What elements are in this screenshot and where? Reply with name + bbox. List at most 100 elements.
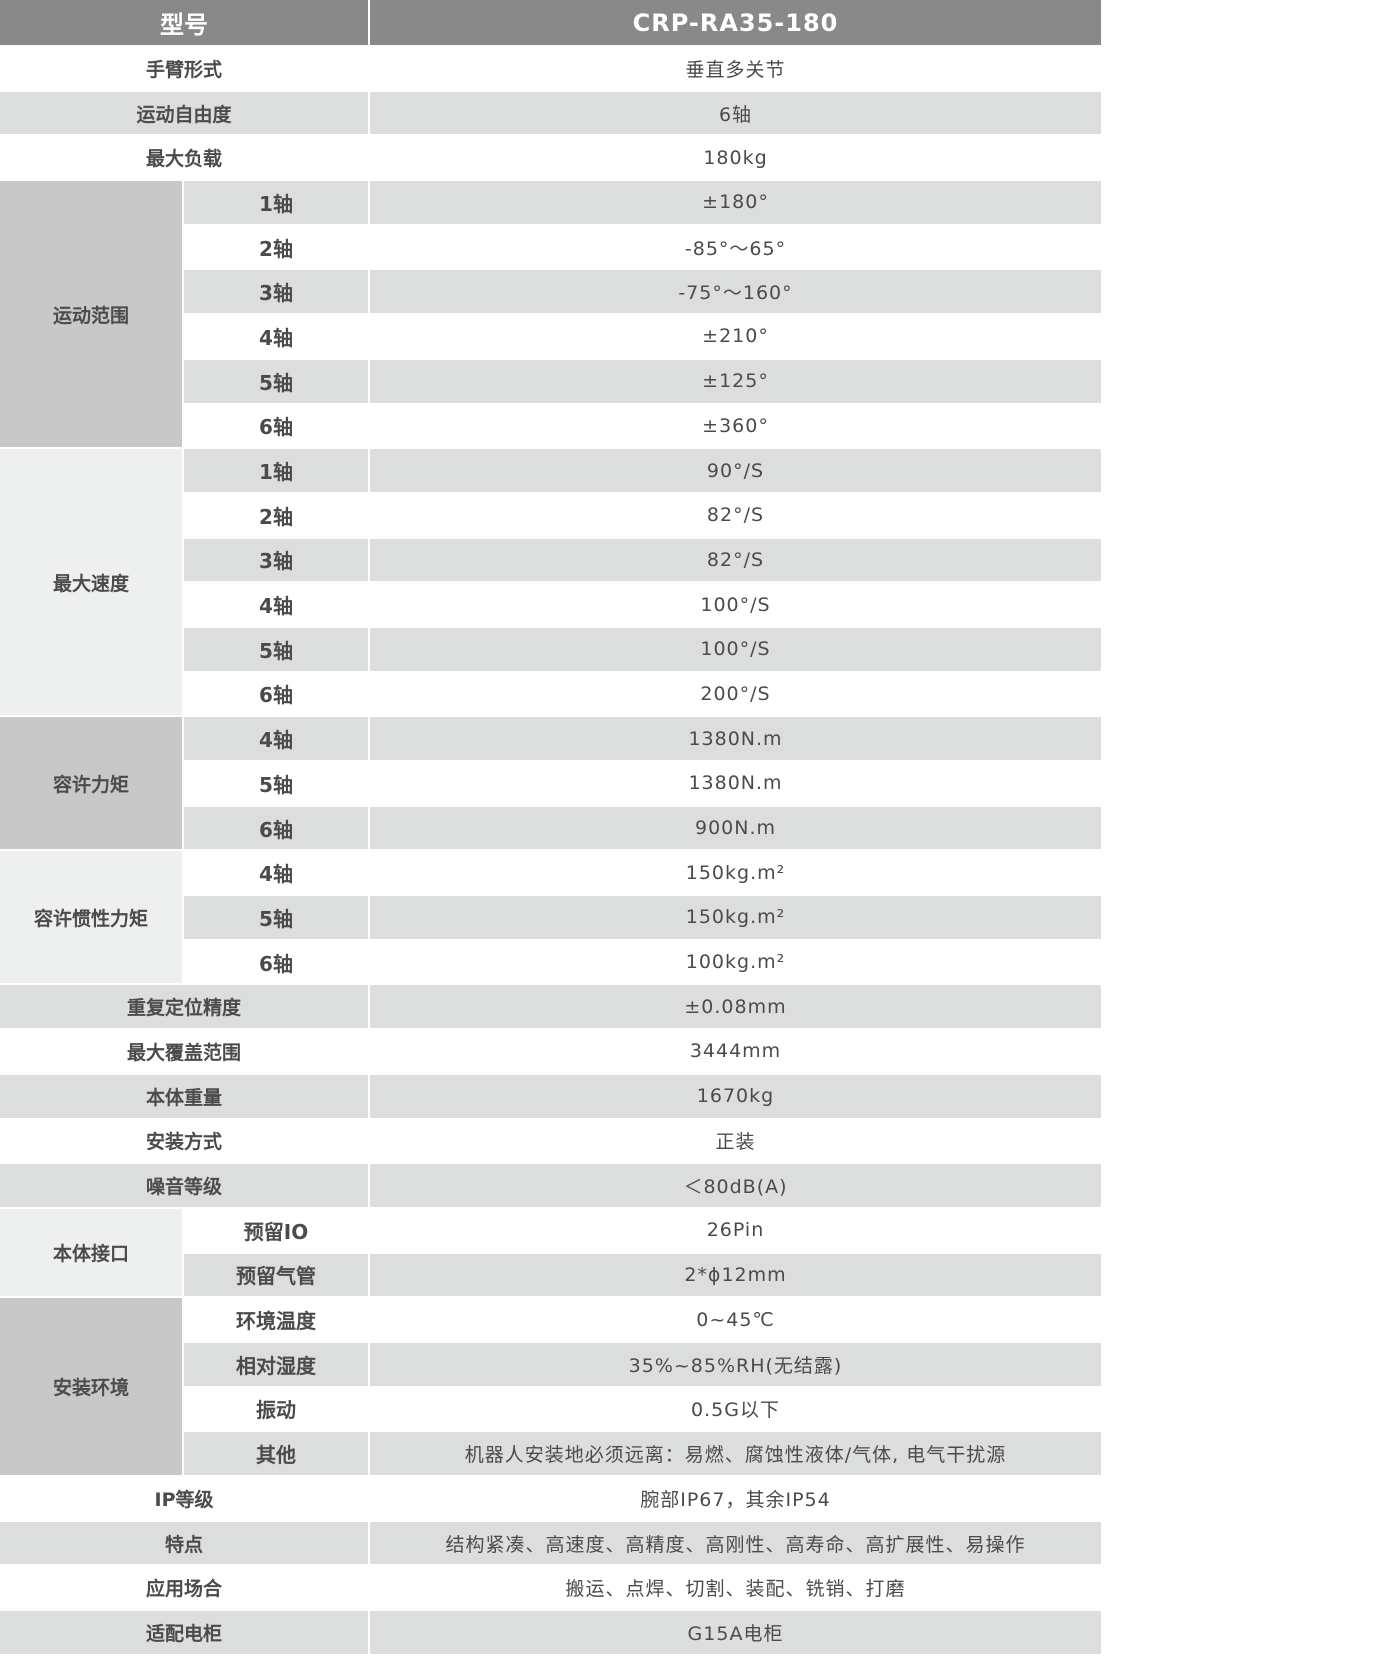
group-label: 容许力矩 [0,716,184,851]
sub-label: 2轴 [183,224,369,270]
row-value: 1670kg [368,1073,1101,1119]
table-row: 相对湿度 35%~85%RH(无结露) [0,1341,1101,1387]
row-value: 3444mm [368,1029,1101,1074]
table-row: 2轴 -85°～65° [0,224,1101,270]
row-value: 90°/S [368,448,1101,493]
row-value: 35%~85%RH(无结露) [368,1341,1101,1387]
sub-label: 4轴 [183,850,369,896]
row-value: 搬运、点焊、切割、装配、铣销、打磨 [368,1565,1101,1611]
table-row: 重复定位精度 ±0.08mm [0,984,1101,1030]
sub-label: 预留气管 [183,1252,369,1298]
sub-label: 其他 [183,1431,369,1476]
row-label: 最大覆盖范围 [0,1029,369,1074]
table-row: 振动 0.5G以下 [0,1386,1101,1432]
table-row: 噪音等级 ＜80dB(A) [0,1163,1101,1208]
group-label: 容许惯性力矩 [0,850,184,985]
row-value: ±125° [368,358,1101,404]
table-row: 容许惯性力矩 4轴 150kg.m² [0,850,1101,985]
sub-label: 5轴 [183,895,369,940]
row-value: 150kg.m² [368,895,1101,940]
row-value: 2*ϕ12mm [368,1252,1101,1298]
table-row: 手臂形式 垂直多关节 [0,46,1101,91]
row-label: 手臂形式 [0,46,369,91]
sub-label: 4轴 [183,582,369,627]
sub-label: 6轴 [183,805,369,851]
row-value: 100°/S [368,626,1101,672]
row-label: 应用场合 [0,1565,369,1611]
header-model: CRP-RA35-180 [368,0,1101,46]
table-row: 容许力矩 4轴 1380N.m [0,716,1101,851]
row-value: 200°/S [368,671,1101,717]
row-value: ±180° [368,180,1101,225]
row-label: 最大负载 [0,135,369,181]
row-value: 100kg.m² [368,939,1101,985]
row-label: 特点 [0,1520,369,1566]
header-row: 型号 CRP-RA35-180 [0,0,1101,46]
sub-label: 2轴 [183,492,369,538]
row-value: 82°/S [368,492,1101,538]
table-row: 6轴 ±360° [0,403,1101,449]
table-row: 运动自由度 6轴 [0,90,1101,136]
row-value: 0~45℃ [368,1297,1101,1342]
table-row: 4轴 100°/S [0,582,1101,627]
sub-label: 4轴 [183,716,369,761]
table-row: 最大速度 1轴 90°/S [0,448,1101,717]
row-value: ＜80dB(A) [368,1163,1101,1208]
row-label: 重复定位精度 [0,984,369,1030]
table-row: 安装环境 环境温度 0~45℃ [0,1297,1101,1476]
row-value: ±360° [368,403,1101,449]
sub-label: 5轴 [183,761,369,806]
table-row: 5轴 100°/S [0,626,1101,672]
row-value: 机器人安装地必须远离：易燃、腐蚀性液体/气体, 电气干扰源 [368,1431,1101,1476]
table-row: 6轴 900N.m [0,805,1101,851]
sub-label: 4轴 [183,314,369,359]
sub-label: 6轴 [183,403,369,449]
row-value: 82°/S [368,537,1101,583]
sub-label: 6轴 [183,939,369,985]
sub-label: 1轴 [183,448,369,493]
row-value: 100°/S [368,582,1101,627]
table-row: 本体重量 1670kg [0,1073,1101,1119]
sub-label: 5轴 [183,358,369,404]
table-row: 2轴 82°/S [0,492,1101,538]
group-label: 安装环境 [0,1297,184,1476]
sub-label: 预留IO [183,1207,369,1253]
table-row: 安装方式 正装 [0,1118,1101,1164]
table-row: 5轴 ±125° [0,358,1101,404]
row-label: 安装方式 [0,1118,369,1164]
table-row: IP等级 腕部IP67，其余IP54 [0,1476,1101,1521]
row-value: 0.5G以下 [368,1386,1101,1432]
table-row: 特点 结构紧凑、高速度、高精度、高刚性、高寿命、高扩展性、易操作 [0,1520,1101,1566]
row-value: 6轴 [368,90,1101,136]
table-row: 最大负载 180kg [0,135,1101,181]
sub-label: 6轴 [183,671,369,717]
row-label: 本体重量 [0,1073,369,1119]
row-value: G15A电柜 [368,1610,1101,1655]
table-row: 应用场合 搬运、点焊、切割、装配、铣销、打磨 [0,1565,1101,1611]
table-row: 6轴 200°/S [0,671,1101,717]
table-row: 适配电柜 G15A电柜 [0,1610,1101,1655]
table-row: 4轴 ±210° [0,314,1101,359]
row-label: 适配电柜 [0,1610,369,1655]
row-value: 1380N.m [368,761,1101,806]
row-value: 900N.m [368,805,1101,851]
sub-label: 3轴 [183,537,369,583]
sub-label: 1轴 [183,180,369,225]
table-row: 3轴 -75°～160° [0,269,1101,315]
table-row: 3轴 82°/S [0,537,1101,583]
group-label: 运动范围 [0,180,184,449]
row-value: 腕部IP67，其余IP54 [368,1476,1101,1521]
row-value: ±210° [368,314,1101,359]
group-label: 本体接口 [0,1207,184,1298]
row-label: IP等级 [0,1476,369,1521]
row-value: -85°～65° [368,224,1101,270]
row-value: 正装 [368,1118,1101,1164]
row-value: 180kg [368,135,1101,181]
table-row: 5轴 150kg.m² [0,895,1101,940]
table-row: 预留气管 2*ϕ12mm [0,1252,1101,1298]
spec-table: 型号 CRP-RA35-180 手臂形式 垂直多关节 运动自由度 6轴 最大负载 180k… [0,0,1101,1655]
row-label: 噪音等级 [0,1163,369,1208]
table-row: 运动范围 1轴 ±180° [0,180,1101,449]
sub-label: 相对湿度 [183,1341,369,1387]
row-value: 结构紧凑、高速度、高精度、高刚性、高寿命、高扩展性、易操作 [368,1520,1101,1566]
